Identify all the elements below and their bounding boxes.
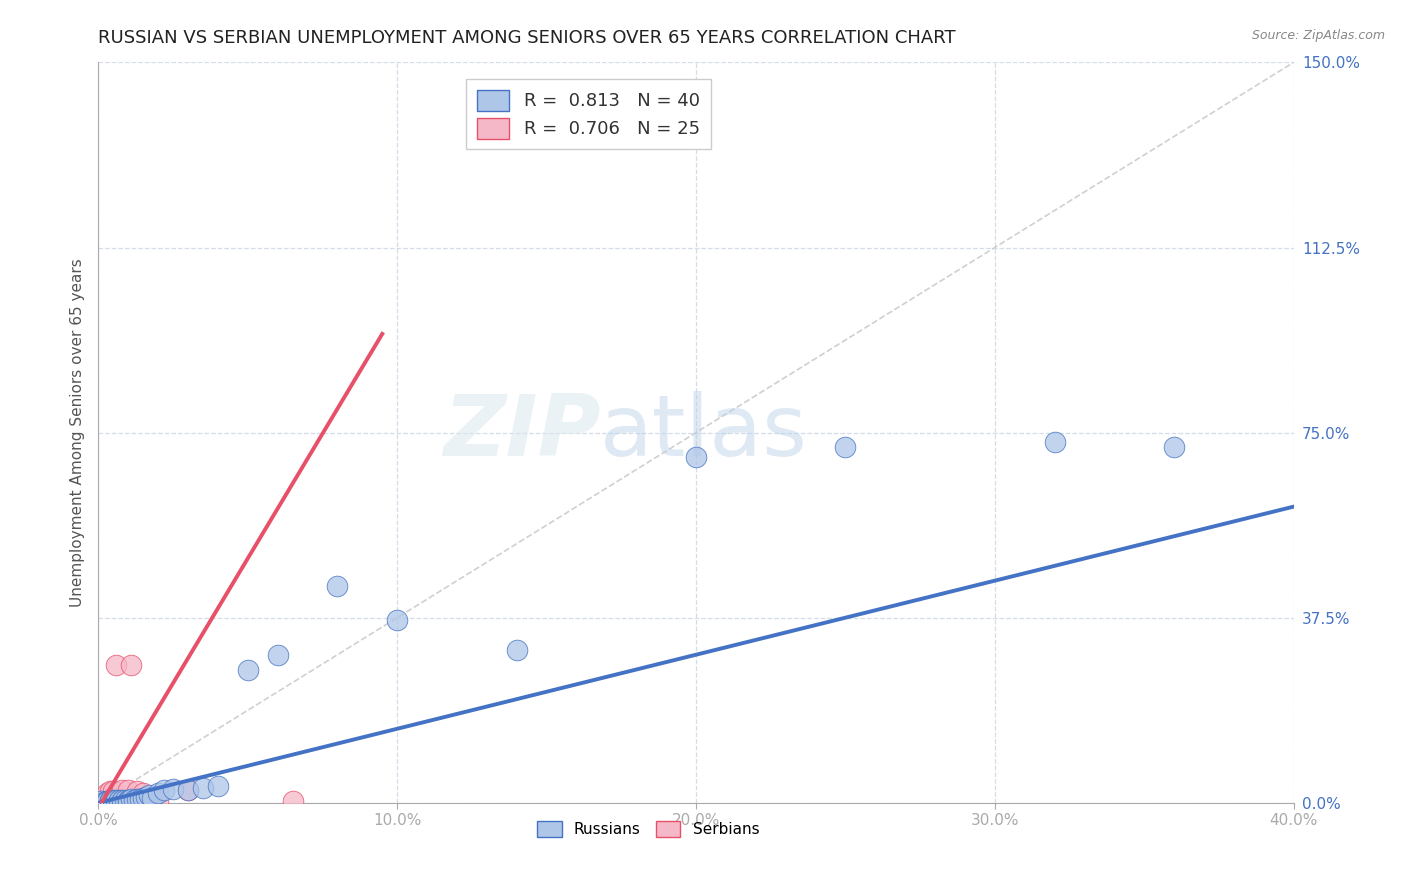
Point bbox=[120, 792, 142, 806]
Point bbox=[267, 648, 290, 662]
Point bbox=[135, 789, 157, 804]
Point bbox=[138, 789, 160, 803]
Point bbox=[132, 786, 155, 800]
Point bbox=[153, 783, 176, 797]
Point bbox=[117, 793, 139, 807]
Point bbox=[177, 783, 200, 797]
Text: ZIP: ZIP bbox=[443, 391, 600, 475]
Y-axis label: Unemployment Among Seniors over 65 years: Unemployment Among Seniors over 65 years bbox=[69, 259, 84, 607]
Point bbox=[124, 793, 146, 807]
Point bbox=[117, 783, 139, 797]
Point bbox=[105, 793, 128, 807]
Point bbox=[326, 579, 349, 593]
Point bbox=[111, 793, 134, 807]
Point bbox=[96, 794, 118, 808]
Point bbox=[207, 779, 229, 793]
Point bbox=[148, 794, 170, 808]
Point bbox=[105, 794, 128, 808]
Point bbox=[90, 794, 112, 808]
Point bbox=[117, 794, 139, 808]
Point bbox=[1043, 435, 1066, 450]
Point bbox=[111, 783, 134, 797]
Point bbox=[96, 794, 118, 808]
Point bbox=[105, 657, 128, 672]
Point bbox=[685, 450, 707, 465]
Point bbox=[129, 792, 152, 806]
Text: RUSSIAN VS SERBIAN UNEMPLOYMENT AMONG SENIORS OVER 65 YEARS CORRELATION CHART: RUSSIAN VS SERBIAN UNEMPLOYMENT AMONG SE… bbox=[98, 29, 956, 47]
Point bbox=[141, 793, 163, 807]
Point bbox=[105, 794, 128, 808]
Point bbox=[103, 794, 125, 808]
Point bbox=[90, 794, 112, 808]
Point bbox=[103, 784, 125, 798]
Point bbox=[148, 786, 170, 800]
Point bbox=[385, 613, 409, 627]
Point bbox=[98, 794, 122, 808]
Point bbox=[93, 794, 115, 808]
Point bbox=[124, 793, 146, 807]
Point bbox=[98, 784, 122, 798]
Point bbox=[191, 780, 214, 795]
Point bbox=[96, 786, 118, 800]
Point bbox=[236, 663, 259, 677]
Text: atlas: atlas bbox=[600, 391, 808, 475]
Point bbox=[93, 795, 115, 809]
Point bbox=[135, 794, 157, 808]
Point bbox=[281, 794, 304, 808]
Point bbox=[108, 794, 131, 808]
Point bbox=[98, 793, 122, 807]
Point bbox=[108, 793, 131, 807]
Point bbox=[96, 794, 118, 808]
Point bbox=[111, 794, 134, 808]
Point bbox=[141, 790, 163, 805]
Point bbox=[120, 657, 142, 672]
Point bbox=[127, 784, 149, 798]
Point bbox=[114, 794, 136, 808]
Point bbox=[506, 642, 529, 657]
Point bbox=[1163, 441, 1185, 455]
Point bbox=[103, 793, 125, 807]
Legend: Russians, Serbians: Russians, Serbians bbox=[531, 815, 765, 843]
Point bbox=[114, 793, 136, 807]
Point bbox=[117, 794, 139, 808]
Point bbox=[103, 794, 125, 808]
Point bbox=[93, 793, 115, 807]
Point bbox=[834, 441, 856, 455]
Point bbox=[132, 790, 155, 805]
Point bbox=[177, 783, 200, 797]
Text: Source: ZipAtlas.com: Source: ZipAtlas.com bbox=[1251, 29, 1385, 42]
Point bbox=[162, 782, 184, 797]
Point bbox=[127, 792, 149, 806]
Point bbox=[108, 793, 131, 807]
Point bbox=[98, 793, 122, 807]
